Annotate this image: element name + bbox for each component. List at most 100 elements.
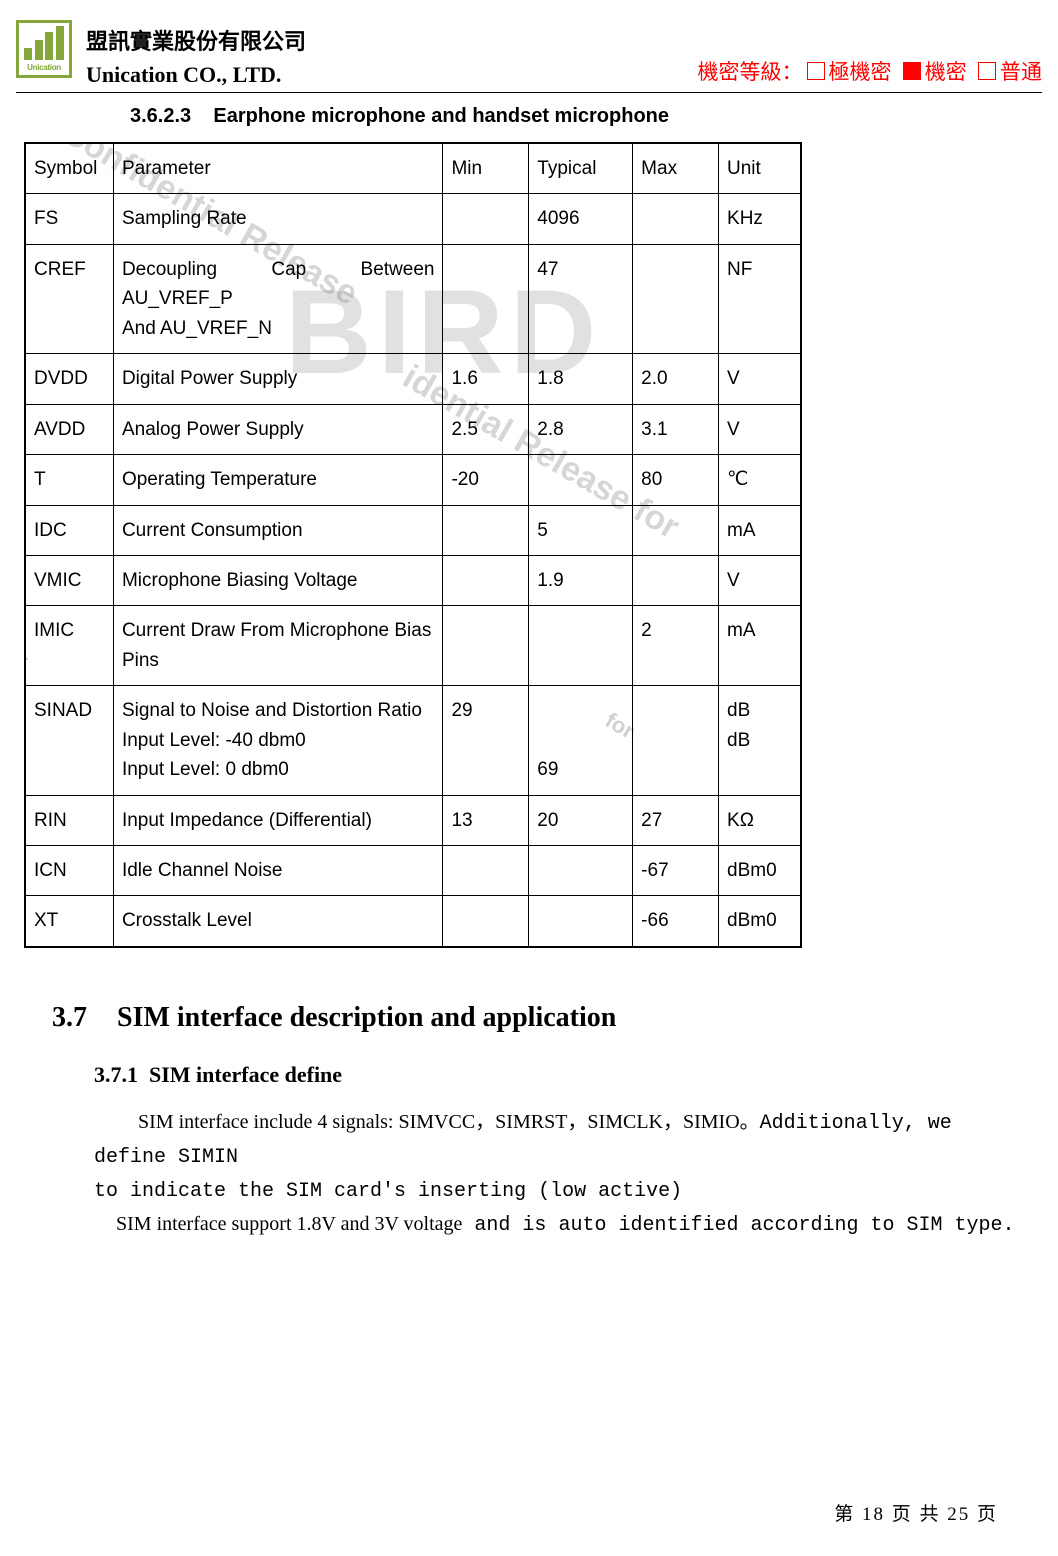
classification-label: 機密等級：	[698, 56, 803, 86]
cell-param: Current Draw From Microphone Bias Pins	[113, 606, 443, 686]
cell-min: 1.6	[443, 354, 529, 404]
table-header-row: Symbol Parameter Min Typical Max Unit	[26, 144, 801, 194]
cell-typ	[529, 846, 633, 896]
cell-typ: 4096	[529, 194, 633, 244]
cell-min	[443, 555, 529, 605]
cell-min	[443, 505, 529, 555]
cell-max	[633, 194, 719, 244]
section-num: 3.6.2.3	[130, 105, 191, 127]
cell-min	[443, 194, 529, 244]
header-left: Unication 盟訊實業股份有限公司 Unication CO., LTD.	[16, 20, 306, 88]
checkbox-normal	[978, 62, 996, 80]
cell-param: Digital Power Supply	[113, 354, 443, 404]
cell-param: Signal to Noise and Distortion Ratio Inp…	[113, 686, 443, 795]
classification-block: 機密等級： 極機密 機密 普通	[698, 56, 1043, 86]
cell-max	[633, 555, 719, 605]
cell-typ: 1.8	[529, 354, 633, 404]
cell-symbol: DVDD	[26, 354, 114, 404]
cell-param: Microphone Biasing Voltage	[113, 555, 443, 605]
table-row: ICNIdle Channel Noise-67dBm0	[26, 846, 801, 896]
page-header: Unication 盟訊實業股份有限公司 Unication CO., LTD.…	[16, 20, 1042, 93]
cell-min	[443, 606, 529, 686]
company-logo: Unication	[16, 20, 72, 78]
cell-unit: mA	[719, 606, 801, 686]
cell-symbol: RIN	[26, 795, 114, 845]
cell-symbol: SINAD	[26, 686, 114, 795]
cell-symbol: IDC	[26, 505, 114, 555]
cell-unit: mA	[719, 505, 801, 555]
cell-typ: 2.8	[529, 404, 633, 454]
cell-param: Input Impedance (Differential)	[113, 795, 443, 845]
classification-opt3: 普通	[1000, 56, 1042, 86]
cell-unit: NF	[719, 244, 801, 353]
section-3-6-2-3-heading: 3.6.2.3 Earphone microphone and handset …	[130, 105, 1042, 128]
table-row: RINInput Impedance (Differential)132027K…	[26, 795, 801, 845]
cell-symbol: FS	[26, 194, 114, 244]
table-row: SINADSignal to Noise and Distortion Rati…	[26, 686, 801, 795]
company-name-en: Unication CO., LTD.	[86, 62, 306, 88]
cell-max	[633, 244, 719, 353]
col-max: Max	[633, 144, 719, 194]
cell-param: Sampling Rate	[113, 194, 443, 244]
col-min: Min	[443, 144, 529, 194]
cell-typ: 69	[529, 686, 633, 795]
body-p2: to indicate the SIM card's inserting (lo…	[94, 1180, 682, 1203]
cell-min: 13	[443, 795, 529, 845]
spec-table-wrap: MTK Confidential Release BIRD idential R…	[24, 142, 802, 948]
cell-typ: 20	[529, 795, 633, 845]
table-row: XTCrosstalk Level -66dBm0	[26, 896, 801, 946]
col-typical: Typical	[529, 144, 633, 194]
table-row: CREFDecouplingCapBetweenAU_VREF_PAnd AU_…	[26, 244, 801, 353]
cell-min: -20	[443, 455, 529, 505]
cell-unit: KΩ	[719, 795, 801, 845]
cell-typ	[529, 896, 633, 946]
cell-param: DecouplingCapBetweenAU_VREF_PAnd AU_VREF…	[113, 244, 443, 353]
cell-param: Crosstalk Level	[113, 896, 443, 946]
cell-unit: V	[719, 354, 801, 404]
section-37-title: SIM interface description and applicatio…	[117, 1002, 616, 1034]
cell-max	[633, 686, 719, 795]
cell-param: Current Consumption	[113, 505, 443, 555]
cell-typ: 5	[529, 505, 633, 555]
cell-symbol: AVDD	[26, 404, 114, 454]
col-symbol: Symbol	[26, 144, 114, 194]
classification-opt1: 極機密	[829, 56, 892, 86]
table-row: IMICCurrent Draw From Microphone Bias Pi…	[26, 606, 801, 686]
table-row: DVDDDigital Power Supply1.61.82.0V	[26, 354, 801, 404]
section-371-num: 3.7.1	[94, 1062, 138, 1087]
section-37-num: 3.7	[52, 1002, 87, 1034]
cell-unit: V	[719, 555, 801, 605]
cell-unit: dBm0	[719, 896, 801, 946]
cell-min: 29	[443, 686, 529, 795]
cell-max: 3.1	[633, 404, 719, 454]
company-name-zh: 盟訊實業股份有限公司	[86, 24, 306, 56]
cell-max: 2	[633, 606, 719, 686]
cell-unit: ℃	[719, 455, 801, 505]
cell-typ: 47	[529, 244, 633, 353]
section-3-7-1-heading: 3.7.1 SIM interface define	[94, 1062, 1042, 1088]
checkbox-top-secret	[807, 62, 825, 80]
cell-min: 2.5	[443, 404, 529, 454]
cell-symbol: ICN	[26, 846, 114, 896]
cell-max	[633, 505, 719, 555]
spec-table: Symbol Parameter Min Typical Max Unit FS…	[25, 143, 801, 947]
col-unit: Unit	[719, 144, 801, 194]
classification-opt2: 機密	[925, 56, 967, 86]
table-row: FSSampling Rate4096KHz	[26, 194, 801, 244]
table-row: AVDDAnalog Power Supply2.52.83.1V	[26, 404, 801, 454]
col-parameter: Parameter	[113, 144, 443, 194]
cell-max: 2.0	[633, 354, 719, 404]
company-name-block: 盟訊實業股份有限公司 Unication CO., LTD.	[86, 20, 306, 88]
cell-max: -66	[633, 896, 719, 946]
checkbox-secret-filled	[903, 62, 921, 80]
cell-typ: 1.9	[529, 555, 633, 605]
cell-symbol: T	[26, 455, 114, 505]
cell-symbol: IMIC	[26, 606, 114, 686]
cell-symbol: XT	[26, 896, 114, 946]
table-row: IDCCurrent Consumption 5 mA	[26, 505, 801, 555]
body-text: SIM interface include 4 signals: SIMVCC，…	[94, 1106, 1030, 1242]
cell-min	[443, 244, 529, 353]
section-371-title: SIM interface define	[149, 1062, 342, 1087]
body-p3a: SIM interface support 1.8V and 3V voltag…	[116, 1213, 462, 1235]
cell-max: -67	[633, 846, 719, 896]
